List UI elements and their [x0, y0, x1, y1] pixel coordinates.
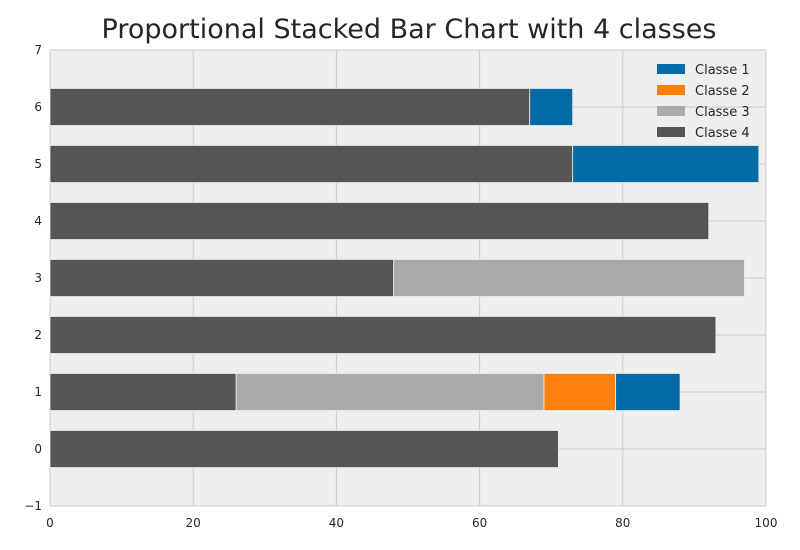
bar-segment	[393, 259, 745, 297]
legend-label: Classe 1	[695, 63, 750, 78]
y-tick-label: 4	[34, 214, 42, 228]
legend-label: Classe 3	[695, 105, 750, 120]
bar-segment	[49, 88, 531, 126]
bar-segment	[49, 259, 395, 297]
bar-segment	[49, 145, 574, 183]
y-tick-labels: −1 0 1 2 3 4 5 6 7	[24, 43, 42, 513]
chart-title: Proportional Stacked Bar Chart with 4 cl…	[101, 14, 717, 45]
y-tick-label: 7	[34, 43, 42, 57]
y-tick-label: 6	[34, 100, 42, 114]
x-tick-label: 0	[46, 516, 54, 530]
y-tick-label: −1	[24, 499, 42, 513]
x-tick-label: 20	[186, 516, 201, 530]
bar-segment	[543, 373, 617, 411]
y-tick-label: 1	[34, 385, 42, 399]
bar-segment	[529, 88, 574, 126]
y-tick-label: 5	[34, 157, 42, 171]
bar-segment	[49, 202, 710, 240]
x-tick-labels: 0 20 40 60 80 100	[46, 516, 777, 530]
bar-segment	[49, 316, 717, 354]
legend-label: Classe 4	[695, 126, 750, 141]
x-tick-label: 60	[472, 516, 487, 530]
legend-swatch	[657, 64, 685, 74]
x-tick-label: 40	[329, 516, 344, 530]
legend-swatch	[657, 106, 685, 116]
bar-segment	[49, 430, 559, 468]
legend: Classe 1 Classe 2 Classe 3 Classe 4	[657, 63, 750, 141]
y-tick-label: 0	[34, 442, 42, 456]
legend-swatch	[657, 127, 685, 137]
x-tick-label: 80	[615, 516, 630, 530]
y-tick-label: 3	[34, 271, 42, 285]
bars	[49, 88, 760, 468]
bar-segment	[235, 373, 545, 411]
y-tick-label: 2	[34, 328, 42, 342]
legend-swatch	[657, 85, 685, 95]
x-tick-label: 100	[755, 516, 778, 530]
bar-segment	[49, 373, 237, 411]
bar-segment	[572, 145, 760, 183]
bar-segment	[615, 373, 681, 411]
legend-label: Classe 2	[695, 84, 750, 99]
